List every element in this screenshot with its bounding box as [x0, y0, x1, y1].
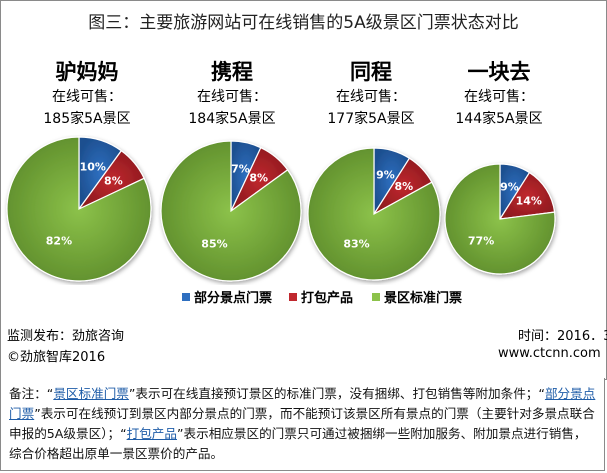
pie-charts: 10%8%82%7%8%85%9%8%83%9%14%77%: [6, 136, 556, 282]
site-sale-count: 144家5A景区: [455, 111, 543, 127]
pie-data-label: 82%: [46, 235, 72, 248]
chart-legend: 部分景点门票 打包产品 景区标准门票: [0, 287, 607, 306]
legend-item-standard: 景区标准门票: [372, 287, 462, 306]
site-url-text: www.ctcnn.com: [498, 346, 601, 361]
legend-label: 打包产品: [301, 291, 354, 306]
legend-swatch-green: [372, 293, 380, 301]
pie-3: [444, 163, 556, 275]
site-name-lvmama: 驴妈妈: [55, 60, 119, 84]
site-sale-label: 在线可售：: [197, 89, 267, 105]
legend-item-bundle: 打包产品: [289, 287, 353, 306]
site-sale-label: 在线可售：: [336, 89, 406, 105]
note-text: ”表示相应景区的门票只可通过被捆绑一些附加服务、附加景点进行销售，综合价格超出原…: [9, 426, 587, 461]
pie-data-label: 8%: [394, 180, 413, 193]
pie-slice-standard: [160, 140, 302, 282]
note-text: ”表示可在线直接预订景区的标准门票，没有捆绑、打包销售等附加条件；“: [128, 386, 545, 401]
note-text: 备注：“: [9, 386, 54, 401]
pie-slice-standard: [6, 136, 152, 282]
pie-2: [307, 147, 441, 281]
legend-swatch-red: [289, 293, 297, 301]
pie-data-label: 77%: [468, 234, 494, 247]
pie-data-label: 8%: [249, 172, 268, 185]
pie-data-label: 9%: [500, 180, 519, 193]
time-text: 时间：2016．3: [518, 329, 607, 344]
pie-data-label: 7%: [231, 163, 250, 176]
note-term-standard: 景区标准门票: [53, 386, 129, 401]
site-sale-label: 在线可售：: [464, 89, 534, 105]
pie-data-label: 9%: [376, 169, 395, 182]
chart-title: 图三：主要旅游网站可在线销售的5A级景区门票状态对比: [88, 13, 519, 33]
pie-slice-standard: [444, 163, 556, 275]
pie-0: [6, 136, 152, 282]
site-name-tongcheng: 同程: [350, 60, 392, 84]
site-name-ctrip: 携程: [211, 60, 253, 84]
pie-data-label: 10%: [80, 161, 106, 174]
note-text: ”表示可在线预订到景区内部分景点的门票，而不能预订该景区所有景点的门票（主要针对…: [9, 406, 595, 441]
legend-item-partial: 部分景点门票: [182, 287, 272, 306]
site-sale-count: 184家5A景区: [188, 111, 276, 127]
site-sale-count: 177家5A景区: [327, 111, 415, 127]
legend-label: 景区标准门票: [384, 291, 463, 306]
pie-data-label: 14%: [516, 195, 542, 208]
legend-label: 部分景点门票: [194, 291, 273, 306]
source-text: 监测发布：劲旅咨询: [7, 329, 125, 344]
note-box: 备注：“景区标准门票”表示可在线直接预订景区的标准门票，没有捆绑、打包销售等附加…: [0, 378, 605, 471]
site-sale-label: 在线可售：: [52, 89, 122, 105]
legend-swatch-blue: [182, 293, 190, 301]
site-sale-count: 185家5A景区: [43, 111, 131, 127]
pie-1: [160, 140, 302, 282]
note-term-bundle: 打包产品: [126, 426, 177, 441]
pie-data-label: 83%: [343, 238, 369, 251]
pie-data-label: 8%: [104, 175, 123, 188]
pie-data-label: 85%: [201, 237, 227, 250]
note-term-partial: 部分景点门票: [9, 386, 596, 421]
pie-slice-standard: [307, 147, 441, 281]
site-name-yikuaiqu: 一块去: [467, 60, 531, 84]
copyright-text: ©劲旅智库2016: [7, 350, 106, 365]
